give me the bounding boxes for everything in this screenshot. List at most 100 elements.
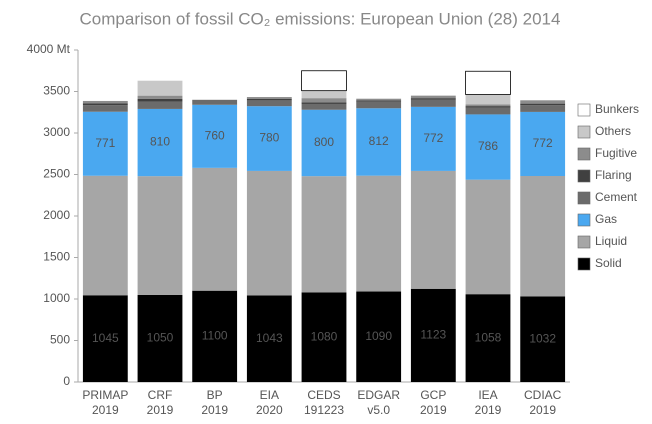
- bar-segment: [301, 109, 347, 177]
- legend-swatch: [577, 147, 591, 161]
- y-tick-label: 4000 Mt: [27, 42, 71, 56]
- bar-segment: [246, 106, 292, 171]
- y-tick-label: 1000: [43, 291, 70, 305]
- bar-segment: [356, 101, 402, 109]
- y-tick-label: 2000: [43, 208, 70, 222]
- y-tick-label: 3500: [43, 84, 70, 98]
- bar-segment: [520, 111, 566, 176]
- bar-segment: [192, 290, 238, 382]
- bar-segment: [192, 104, 238, 168]
- bar-segment: [465, 106, 511, 108]
- legend-label: Fugitive: [595, 146, 637, 160]
- bar-segment: [137, 108, 183, 177]
- bar-segment: [192, 167, 238, 291]
- bar-segment: [465, 294, 511, 382]
- x-tick-label: CEDS: [307, 388, 340, 402]
- data-label: 1050: [147, 331, 174, 345]
- legend-label: Liquid: [595, 234, 627, 248]
- bar-segment: [520, 105, 566, 112]
- bar-segment: [520, 296, 566, 382]
- legend-swatch: [577, 213, 591, 227]
- bar-segment: [410, 106, 456, 171]
- data-label: 800: [314, 135, 334, 149]
- x-tick-label: PRIMAP: [82, 388, 128, 402]
- data-label: 1090: [365, 329, 392, 343]
- bar-segment: [465, 107, 511, 115]
- bar-segment: [82, 100, 128, 104]
- bar-segment: [520, 175, 566, 297]
- bar-segment: [356, 108, 402, 176]
- data-label: 760: [205, 128, 225, 142]
- bar-segment: [82, 103, 128, 106]
- legend-label: Flaring: [595, 168, 632, 182]
- data-label: 1032: [529, 331, 556, 345]
- bar-segment: [465, 70, 511, 95]
- data-label: 1058: [475, 330, 502, 344]
- x-tick-label: 2019: [92, 403, 119, 417]
- bar-segment: [301, 70, 347, 92]
- bar-segment: [356, 291, 402, 382]
- legend-swatch: [577, 169, 591, 183]
- bar-segment: [82, 105, 128, 112]
- data-label: 812: [369, 134, 389, 148]
- bar-segment: [137, 98, 183, 102]
- bar-segment: [137, 294, 183, 382]
- bar-segment: [301, 102, 347, 104]
- x-tick-label: 191223: [304, 403, 344, 417]
- x-tick-label: EIA: [260, 388, 279, 402]
- y-tick-label: 3000: [43, 125, 70, 139]
- bar-segment: [465, 114, 511, 180]
- bar-segment: [301, 98, 347, 103]
- legend-swatch: [577, 191, 591, 205]
- data-label: 1123: [420, 328, 446, 342]
- x-tick-label: 2019: [529, 403, 556, 417]
- x-tick-label: 2019: [201, 403, 228, 417]
- bar-segment: [410, 98, 456, 100]
- legend-swatch: [577, 125, 591, 139]
- data-label: 772: [533, 136, 553, 150]
- bar-segment: [137, 101, 183, 109]
- bar-segment: [465, 104, 511, 107]
- bar-segment: [410, 288, 456, 382]
- x-tick-label: v5.0: [367, 403, 390, 417]
- x-tick-label: EDGAR: [357, 388, 400, 402]
- data-label: 780: [259, 131, 279, 145]
- data-label: 1080: [311, 329, 338, 343]
- legend-label: Bunkers: [595, 102, 639, 116]
- data-label: 1045: [92, 331, 119, 345]
- x-tick-label: IEA: [478, 388, 497, 402]
- bar-segment: [410, 99, 456, 107]
- legend-swatch: [577, 257, 591, 271]
- bar-segment: [301, 176, 347, 293]
- bar-segment: [465, 179, 511, 295]
- x-tick-label: 2019: [147, 403, 174, 417]
- bar-segment: [246, 100, 292, 107]
- x-tick-label: 2019: [475, 403, 502, 417]
- x-tick-label: CDIAC: [524, 388, 562, 402]
- bar-segment: [520, 100, 566, 104]
- data-label: 1100: [202, 329, 228, 343]
- bar-segment: [246, 170, 292, 296]
- bar-segment: [301, 90, 347, 99]
- data-label: 786: [478, 139, 498, 153]
- bar-segment: [301, 103, 347, 110]
- bar-segment: [137, 176, 183, 295]
- legend-swatch: [577, 235, 591, 249]
- bar-segment: [356, 98, 402, 101]
- legend-swatch: [577, 103, 591, 117]
- x-tick-label: GCP: [420, 388, 446, 402]
- y-tick-label: 2500: [43, 167, 70, 181]
- y-tick-label: 500: [50, 333, 70, 347]
- bar-segment: [246, 295, 292, 382]
- bar-segment: [465, 94, 511, 105]
- data-label: 810: [150, 135, 170, 149]
- x-tick-label: BP: [207, 388, 223, 402]
- bar-segment: [410, 170, 456, 289]
- bar-segment: [82, 295, 128, 382]
- bar-segment: [410, 95, 456, 99]
- bar-segment: [137, 80, 183, 96]
- legend-label: Solid: [595, 256, 622, 270]
- bar-segment: [192, 99, 238, 105]
- chart-title: Comparison of fossil CO₂ emissions: Euro…: [80, 9, 561, 28]
